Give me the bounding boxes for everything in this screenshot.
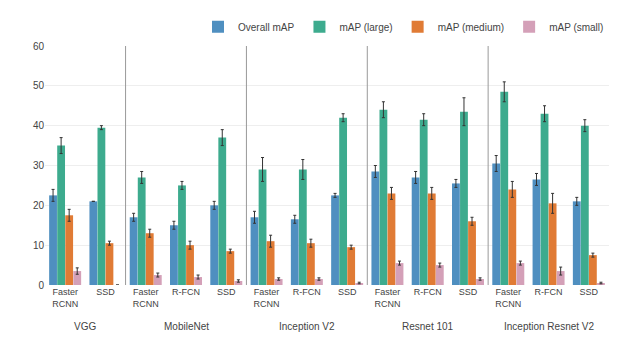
svg-text:FasterRCNN: FasterRCNN (254, 287, 280, 309)
svg-text:SSD: SSD (459, 287, 478, 297)
svg-text:SSD: SSD (338, 287, 357, 297)
svg-text:0: 0 (38, 280, 44, 291)
svg-text:SSD: SSD (217, 287, 236, 297)
svg-text:mAP (large): mAP (large) (339, 22, 392, 33)
svg-text:Resnet 101: Resnet 101 (402, 321, 454, 332)
svg-text:SSD: SSD (580, 287, 599, 297)
svg-text:FasterRCNN: FasterRCNN (52, 287, 78, 309)
svg-text:10: 10 (33, 240, 45, 251)
svg-text:mAP (medium): mAP (medium) (438, 22, 505, 33)
svg-text:SSD: SSD (96, 287, 115, 297)
svg-text:40: 40 (33, 120, 45, 131)
svg-text:Inception V2: Inception V2 (279, 321, 335, 332)
svg-text:R-FCN: R-FCN (535, 287, 563, 297)
svg-text:R-FCN: R-FCN (293, 287, 321, 297)
svg-text:20: 20 (33, 200, 45, 211)
svg-text:VGG: VGG (74, 321, 96, 332)
svg-text:Inception Resnet V2: Inception Resnet V2 (504, 321, 594, 332)
svg-text:mAP (small): mAP (small) (549, 22, 603, 33)
svg-text:Overall mAP: Overall mAP (238, 22, 294, 33)
svg-text:FasterRCNN: FasterRCNN (495, 287, 521, 309)
svg-text:FasterRCNN: FasterRCNN (374, 287, 400, 309)
svg-text:60: 60 (33, 41, 45, 52)
svg-text:R-FCN: R-FCN (172, 287, 200, 297)
svg-text:MobileNet: MobileNet (164, 321, 209, 332)
svg-text:30: 30 (33, 160, 45, 171)
svg-text:FasterRCNN: FasterRCNN (133, 287, 159, 309)
svg-text:50: 50 (33, 80, 45, 91)
svg-text:R-FCN: R-FCN (414, 287, 442, 297)
